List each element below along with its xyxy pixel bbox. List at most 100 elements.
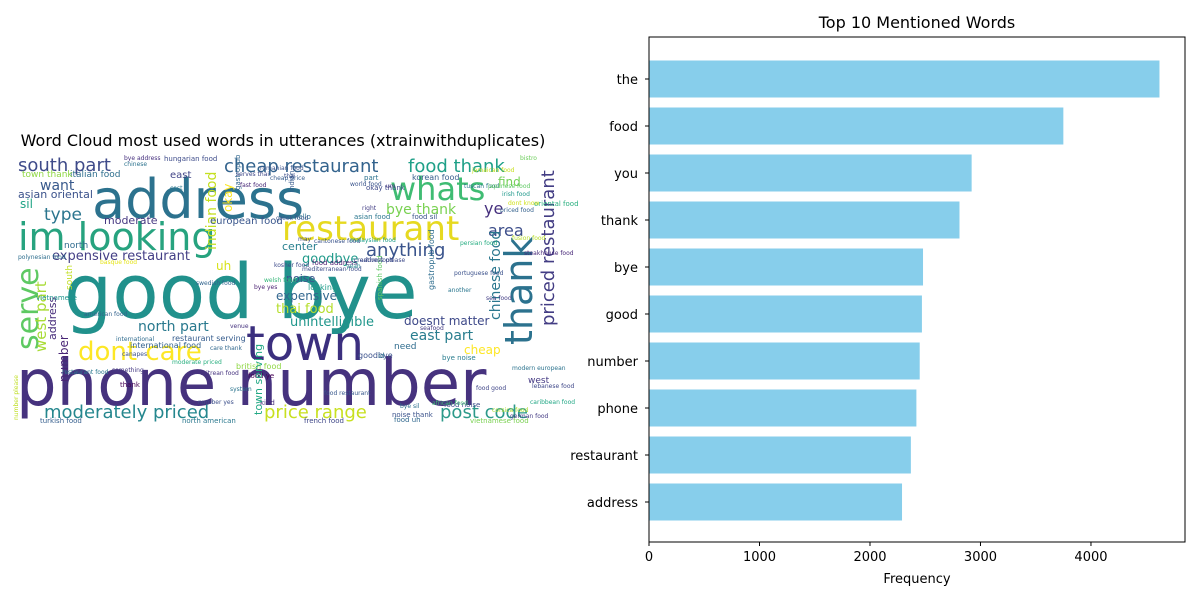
wordcloud-word: food noise (444, 401, 480, 409)
wordcloud-word: restaurant food (62, 369, 109, 376)
wordcloud-word: moderately priced (44, 402, 209, 423)
wordcloud-word: jamaican food (471, 167, 515, 174)
y-tick-label: the (617, 73, 638, 88)
wordcloud-title: Word Cloud most used words in utterances… (20, 131, 546, 150)
wordcloud-word: good bye (64, 247, 418, 336)
wordcloud-word: uh (216, 259, 231, 273)
bar (649, 389, 917, 427)
wordcloud-word: thai food (276, 302, 334, 317)
y-tick-label: thank (601, 214, 639, 229)
wordcloud-word: polynesian food (18, 254, 66, 261)
wordcloud-word: canapes (122, 351, 147, 358)
wordcloud-word: american food (84, 311, 127, 318)
wordcloud-word: greek food (276, 215, 308, 222)
wordcloud-word: north (64, 241, 88, 251)
wordcloud-word: african food (432, 400, 468, 407)
wordcloud-word: west (528, 376, 550, 386)
wordcloud-word: turkish food (40, 417, 82, 425)
wordcloud-word: goodbye (302, 252, 358, 267)
wordcloud-word: swedish food (196, 280, 235, 287)
bar (649, 107, 1064, 145)
wordcloud-word: ye (484, 199, 503, 218)
wordcloud-word: basque food (100, 259, 137, 266)
wordcloud-word: want (40, 178, 75, 194)
wordcloud-word: town thank (22, 170, 73, 180)
wordcloud-word: price range (264, 402, 367, 423)
y-tick-label: you (614, 167, 638, 182)
wordcloud-word: address please (360, 257, 405, 264)
wordcloud-word: unintelligible (290, 315, 374, 330)
wordcloud-word: number please (13, 375, 20, 420)
x-axis-label: Frequency (883, 572, 950, 587)
y-tick-label: phone (597, 402, 638, 417)
wordcloud-word: romanian food (260, 165, 304, 172)
wordcloud-word: cheap restaurant (224, 156, 378, 177)
wordcloud-word: bye address (124, 155, 161, 162)
wordcloud-word: german food (510, 413, 549, 420)
wordcloud-word: food ye (248, 372, 274, 380)
wordcloud-word: mediterranean food (302, 266, 362, 273)
wordcloud-word: okay (221, 183, 235, 212)
wordcloud-word: food sil (412, 213, 437, 221)
wordcloud-word: okay thank (366, 184, 406, 192)
wordcloud-word: food address (312, 259, 358, 267)
wordcloud-word: tuscan food (464, 183, 499, 190)
wordcloud-word: bye thank (386, 202, 457, 218)
wordcloud-word: spanish food (376, 255, 384, 300)
x-tick-label: 3000 (964, 550, 997, 565)
wordcloud-word: steakhouse food (524, 250, 574, 257)
wordcloud-word: eritrean food (200, 370, 239, 377)
wordcloud-word: food good (476, 385, 506, 392)
wordcloud-word: serve (11, 267, 46, 350)
wordcloud-word: european food (210, 216, 283, 227)
wordcloud-word: food thank (408, 156, 505, 177)
wordcloud-word: looking (308, 283, 337, 292)
wordcloud-word: bye noise (442, 354, 476, 362)
wordcloud-word: care thank (210, 345, 243, 352)
y-tick-label: food (609, 120, 638, 135)
wordcloud-word: number (57, 335, 71, 382)
wordcloud-word: thank (120, 381, 141, 389)
wordcloud-word: east part (410, 328, 474, 344)
wordcloud-word: moderate (104, 214, 158, 227)
wordcloud-word: sil (20, 197, 33, 211)
wordcloud-word: west part (32, 281, 50, 352)
wordcloud-word: gastropub (234, 154, 242, 190)
wordcloud-word: dont know (508, 200, 539, 207)
wordcloud-word: noise (286, 272, 315, 285)
y-tick-label: bye (614, 261, 638, 276)
wordcloud-word: post code (440, 402, 528, 423)
wordcloud-word: id (378, 352, 384, 360)
wordcloud-word: cheap price (270, 175, 305, 182)
wordcloud-word: south part (18, 155, 111, 176)
wordcloud-word: corsica food (492, 407, 529, 414)
wordcloud-word: hungarian food (164, 155, 217, 163)
wordcloud-word: whats (390, 170, 485, 208)
wordcloud-word: persian food (460, 240, 498, 247)
wordcloud-word: international (116, 336, 155, 343)
wordcloud-word: food uh (394, 416, 421, 424)
y-tick-label: restaurant (570, 449, 638, 464)
bar-chart-title: Top 10 Mentioned Words (818, 13, 1016, 32)
wordcloud-word: asian oriental (18, 188, 93, 201)
wordcloud-word: indian food (204, 172, 220, 250)
wordcloud-word: priced restaurant (538, 170, 559, 326)
wordcloud-word: venue (230, 323, 249, 330)
wordcloud-word: may (298, 236, 312, 243)
wordcloud-word: portuguese food (454, 270, 504, 277)
wordcloud-word: address (46, 297, 59, 340)
wordcloud-word: british food (236, 362, 281, 371)
wordcloud-word: vietnamese (36, 294, 77, 302)
wordcloud-word: asian food (354, 213, 390, 221)
x-tick-label: 0 (645, 550, 653, 565)
wordcloud-word: moderate priced (172, 359, 222, 366)
wordcloud-word: east (170, 170, 191, 181)
wordcloud-word: something (112, 367, 144, 374)
wordcloud-word: town (246, 316, 364, 372)
wordcloud-word: sea food (486, 295, 512, 302)
wordcloud-word: system (230, 386, 252, 393)
wordcloud-word: cost (170, 185, 183, 192)
wordcloud-word: world food (350, 181, 382, 188)
x-tick-label: 1000 (743, 550, 776, 565)
